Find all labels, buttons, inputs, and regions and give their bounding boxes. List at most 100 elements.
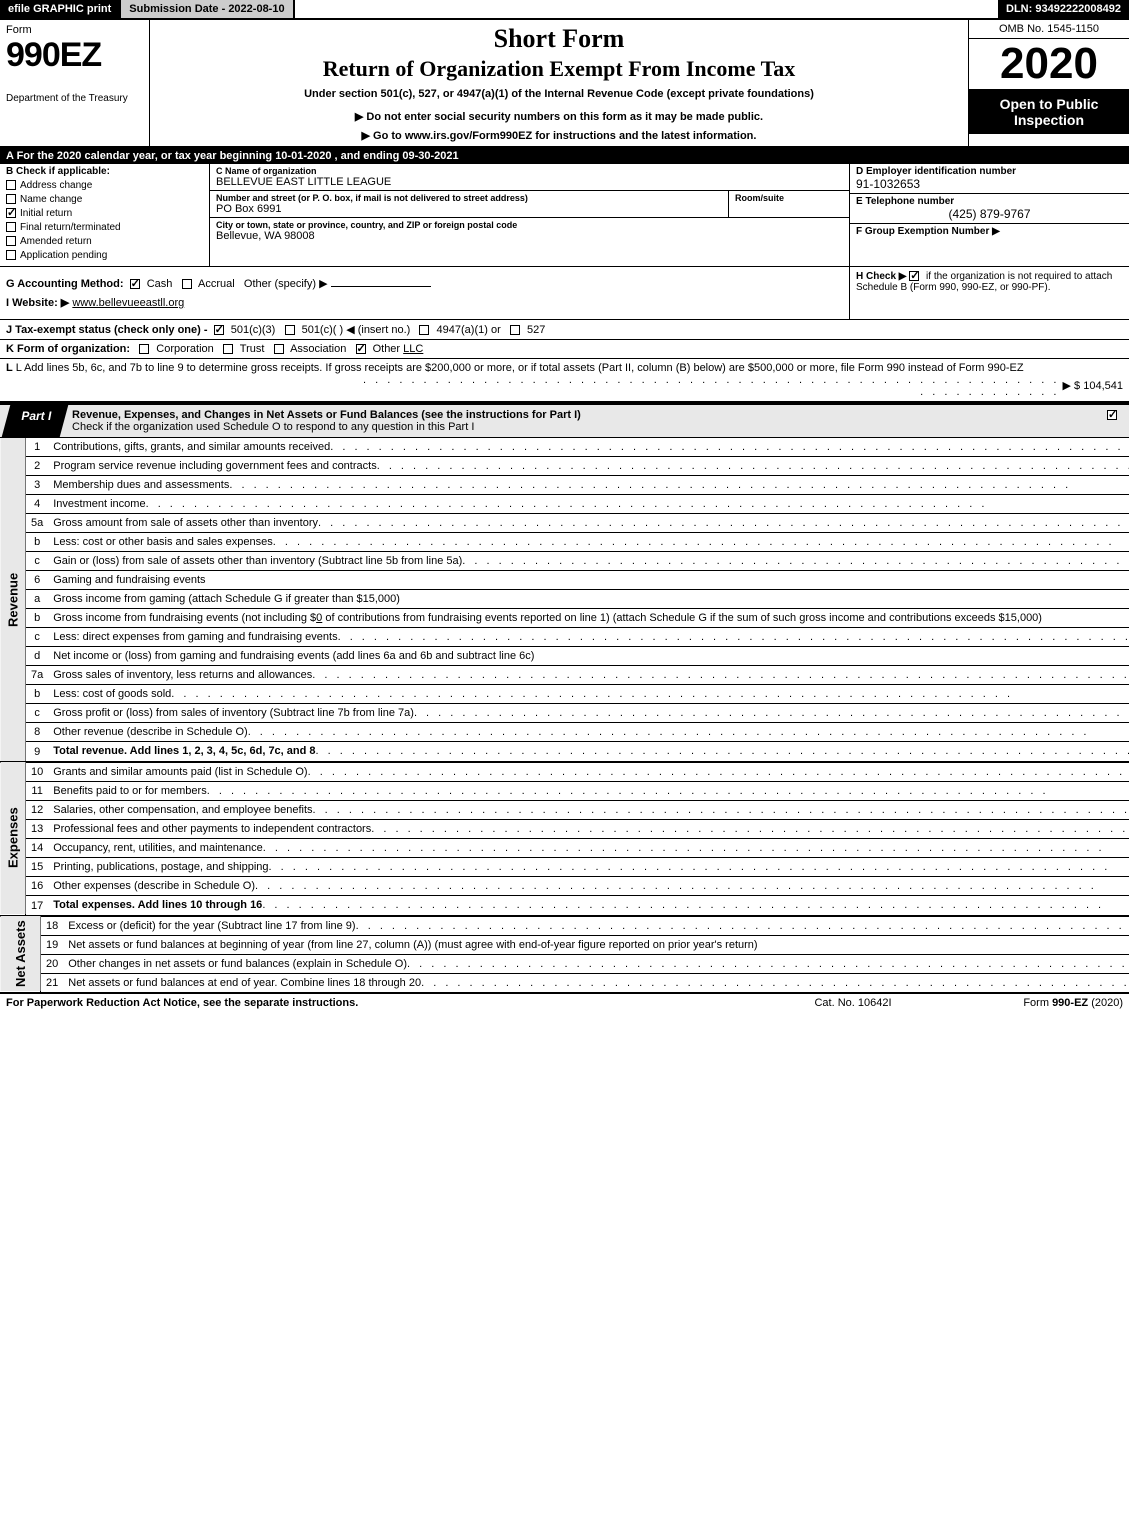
section-b-through-f: B Check if applicable: Address change Na… (0, 164, 1129, 267)
line-7b: b Less: cost of goods sold 7b 0 (0, 685, 1129, 704)
corp-label: Corporation (156, 343, 213, 355)
line-16: 16 Other expenses (describe in Schedule … (0, 877, 1129, 896)
under-section: Under section 501(c), 527, or 4947(a)(1)… (158, 88, 960, 100)
chk-schedule-b[interactable] (909, 271, 919, 281)
line-14-desc: Occupancy, rent, utilities, and maintena… (53, 842, 263, 854)
e-phone-cell: E Telephone number (425) 879-9767 (850, 194, 1129, 224)
chk-final-return[interactable]: Final return/terminated (6, 222, 203, 233)
city-label: City or town, state or province, country… (216, 220, 843, 230)
line-7c: c Gross profit or (loss) from sales of i… (0, 704, 1129, 723)
line-6d-no: d (26, 647, 49, 666)
line-6b-desc: Gross income from fundraising events (no… (48, 609, 1129, 628)
chk-trust[interactable] (223, 344, 233, 354)
city-value: Bellevue, WA 98008 (216, 230, 843, 242)
g-accounting-line: G Accounting Method: Cash Accrual Other … (6, 277, 843, 290)
chk-corporation[interactable] (139, 344, 149, 354)
line-17-desc: Total expenses. Add lines 10 through 16 (53, 899, 262, 911)
line-6c-desc: Less: direct expenses from gaming and fu… (53, 631, 337, 643)
line-4-desc: Investment income (53, 498, 145, 510)
h-label: H Check ▶ (856, 271, 906, 282)
line-5b-desc: Less: cost or other basis and sales expe… (53, 536, 273, 548)
revenue-table: Revenue 1 Contributions, gifts, grants, … (0, 438, 1129, 761)
cash-label: Cash (147, 278, 173, 290)
chk-schedule-o-part1[interactable] (1107, 410, 1117, 420)
footer-form-ref: Form 990-EZ (2020) (943, 997, 1123, 1009)
efile-label: efile GRAPHIC print (0, 0, 121, 18)
expenses-table: Expenses 10 Grants and similar amounts p… (0, 761, 1129, 915)
l-value: 104,541 (1083, 380, 1123, 392)
line-7b-no: b (26, 685, 49, 704)
line-5b-no: b (26, 533, 49, 552)
expenses-side-label: Expenses (0, 762, 26, 915)
j-label: J Tax-exempt status (check only one) - (6, 324, 208, 336)
line-10-desc: Grants and similar amounts paid (list in… (53, 766, 307, 778)
line-11-no: 11 (26, 782, 49, 801)
tax-year: 2020 (969, 39, 1129, 90)
line-15-desc: Printing, publications, postage, and shi… (53, 861, 268, 873)
chk-initial-return-label: Initial return (20, 208, 72, 219)
chk-4947[interactable] (419, 325, 429, 335)
chk-initial-return[interactable]: Initial return (6, 208, 203, 219)
c-name-cell: C Name of organization BELLEVUE EAST LIT… (210, 164, 849, 191)
chk-amended-return[interactable]: Amended return (6, 236, 203, 247)
line-6a-desc: Gross income from gaming (attach Schedul… (53, 593, 400, 605)
line-18: Net Assets 18 Excess or (deficit) for th… (0, 916, 1129, 936)
line-5a-no: 5a (26, 514, 49, 533)
chk-application-pending-label: Application pending (20, 250, 107, 261)
line-9: 9 Total revenue. Add lines 1, 2, 3, 4, 5… (0, 742, 1129, 762)
chk-accrual[interactable] (182, 279, 192, 289)
line-4-no: 4 (26, 495, 49, 514)
chk-address-change[interactable]: Address change (6, 180, 203, 191)
street-value: PO Box 6991 (216, 203, 722, 215)
line-16-no: 16 (26, 877, 49, 896)
line-9-desc: Total revenue. Add lines 1, 2, 3, 4, 5c,… (53, 745, 315, 757)
trust-label: Trust (240, 343, 265, 355)
chk-other-org[interactable] (356, 344, 366, 354)
section-c: C Name of organization BELLEVUE EAST LIT… (210, 164, 849, 266)
line-18-desc: Excess or (deficit) for the year (Subtra… (68, 920, 355, 932)
line-16-desc: Other expenses (describe in Schedule O) (53, 880, 255, 892)
e-phone-value: (425) 879-9767 (856, 207, 1123, 221)
line-20: 20 Other changes in net assets or fund b… (0, 955, 1129, 974)
line-8-no: 8 (26, 723, 49, 742)
line-6-no: 6 (26, 571, 49, 590)
chk-501c[interactable] (285, 325, 295, 335)
501c-label: 501(c)( ) ◀ (insert no.) (302, 324, 411, 336)
chk-cash[interactable] (130, 279, 140, 289)
revenue-side-label: Revenue (0, 438, 26, 761)
chk-association[interactable] (274, 344, 284, 354)
chk-address-change-label: Address change (20, 180, 92, 191)
page-footer: For Paperwork Reduction Act Notice, see … (0, 992, 1129, 1012)
other-specify-input[interactable] (331, 286, 431, 287)
line-7c-no: c (26, 704, 49, 723)
h-check-cell: H Check ▶ if the organization is not req… (849, 267, 1129, 319)
chk-application-pending[interactable]: Application pending (6, 250, 203, 261)
website-value[interactable]: www.bellevueeastll.org (72, 297, 184, 309)
goto-link[interactable]: ▶ Go to www.irs.gov/Form990EZ for instru… (158, 129, 960, 142)
part-1-title: Revenue, Expenses, and Changes in Net As… (64, 405, 1099, 437)
4947-label: 4947(a)(1) or (437, 324, 501, 336)
chk-amended-return-label: Amended return (20, 236, 92, 247)
c-label: C Name of organization (216, 166, 843, 176)
line-21-no: 21 (41, 974, 64, 993)
form-number: 990EZ (6, 36, 143, 75)
501c3-label: 501(c)(3) (231, 324, 276, 336)
chk-name-change[interactable]: Name change (6, 194, 203, 205)
j-tax-exempt-line: J Tax-exempt status (check only one) - 5… (0, 320, 1129, 340)
l-text: L Add lines 5b, 6c, and 7b to line 9 to … (16, 362, 1024, 374)
line-11-desc: Benefits paid to or for members (53, 785, 206, 797)
527-label: 527 (527, 324, 545, 336)
line-19-desc: Net assets or fund balances at beginning… (68, 939, 757, 951)
section-d-e-f: D Employer identification number 91-1032… (849, 164, 1129, 266)
line-21: 21 Net assets or fund balances at end of… (0, 974, 1129, 993)
footer-cat-no: Cat. No. 10642I (763, 997, 943, 1009)
room-label: Room/suite (735, 193, 843, 203)
chk-527[interactable] (510, 325, 520, 335)
line-19-no: 19 (41, 936, 64, 955)
f-group-cell: F Group Exemption Number ▶ (850, 224, 1129, 239)
chk-501c3[interactable] (214, 325, 224, 335)
line-3: 3 Membership dues and assessments 3 0 (0, 476, 1129, 495)
line-6b-no: b (26, 609, 49, 628)
line-6a-no: a (26, 590, 49, 609)
return-title: Return of Organization Exempt From Incom… (158, 56, 960, 82)
